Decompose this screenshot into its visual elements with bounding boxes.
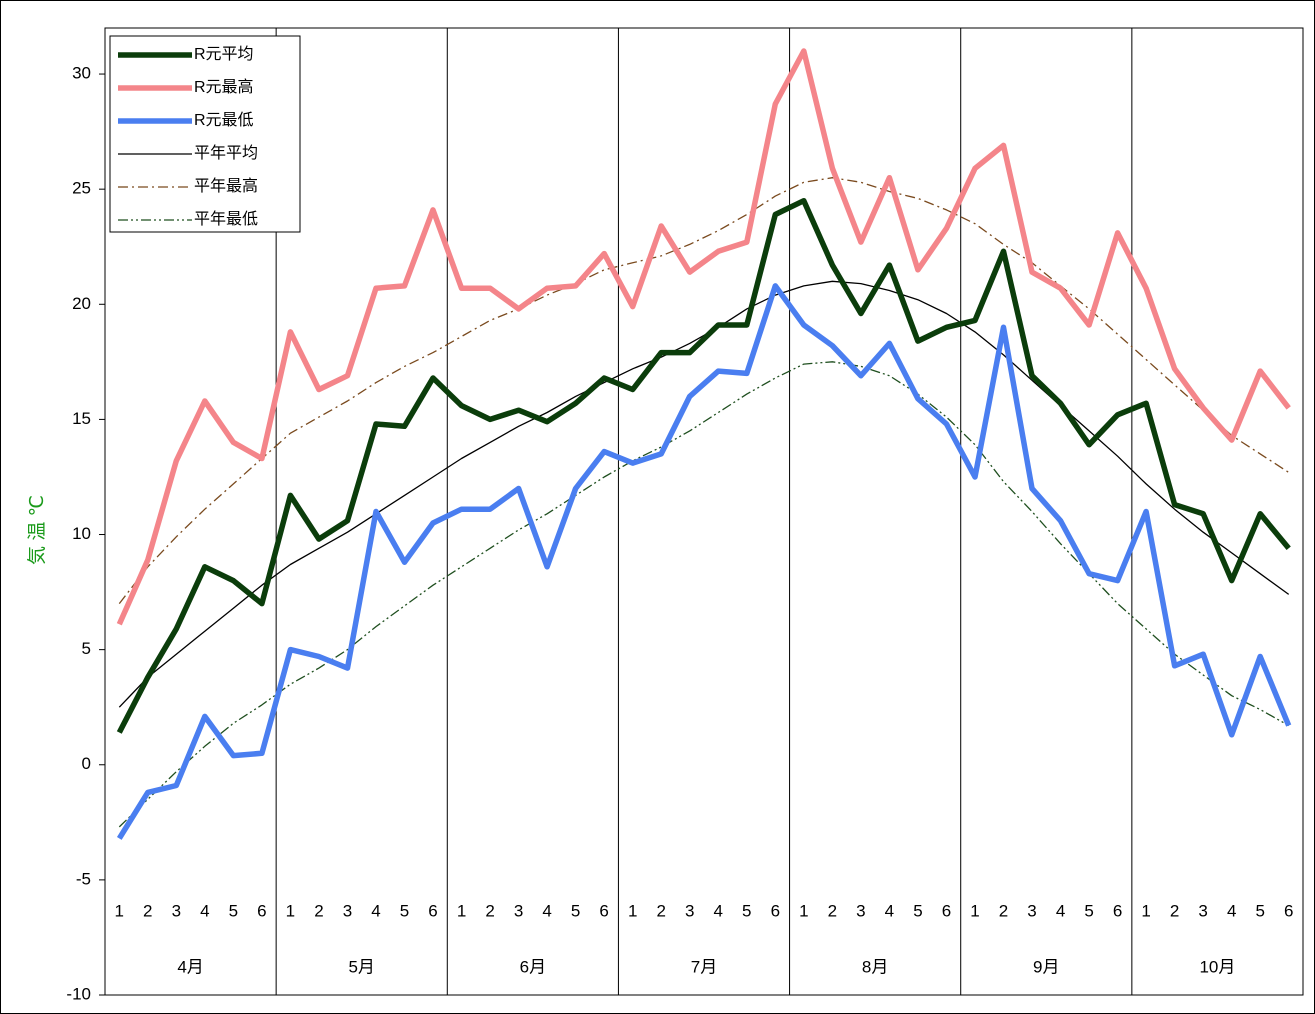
y-tick-label: 5 — [82, 639, 91, 658]
x-tick-label: 1 — [286, 901, 295, 920]
x-tick-label: 3 — [1027, 901, 1036, 920]
series-line — [116, 197, 1291, 734]
x-tick-label: 5 — [571, 901, 580, 920]
x-tick-label: 2 — [999, 901, 1008, 920]
x-tick-label: 4 — [542, 901, 551, 920]
series-line — [118, 361, 1290, 828]
x-tick-label: 2 — [143, 901, 152, 920]
x-tick-label: 5 — [229, 901, 238, 920]
y-tick-label: 10 — [72, 524, 91, 543]
month-label: 4月 — [177, 957, 203, 976]
x-tick-label: 6 — [1113, 901, 1122, 920]
y-tick-label: -10 — [66, 984, 91, 1003]
x-tick-label: 6 — [1284, 901, 1293, 920]
x-tick-label: 3 — [172, 901, 181, 920]
x-tick-label: 6 — [942, 901, 951, 920]
x-tick-label: 1 — [1141, 901, 1150, 920]
x-tick-label: 3 — [514, 901, 523, 920]
legend-label: R元最低 — [194, 111, 254, 129]
legend-label: 平年最高 — [194, 177, 258, 195]
x-tick-label: 1 — [115, 901, 124, 920]
x-tick-label: 5 — [400, 901, 409, 920]
y-tick-label: 20 — [72, 294, 91, 313]
legend-label: R元平均 — [194, 45, 254, 63]
x-tick-label: 2 — [314, 901, 323, 920]
legend — [109, 35, 301, 233]
x-tick-label: 6 — [771, 901, 780, 920]
month-label: 5月 — [348, 957, 374, 976]
x-tick-label: 1 — [457, 901, 466, 920]
x-tick-label: 1 — [628, 901, 637, 920]
x-tick-label: 3 — [856, 901, 865, 920]
x-tick-label: 4 — [885, 901, 894, 920]
x-tick-label: 4 — [714, 901, 723, 920]
y-tick-label: 15 — [72, 409, 91, 428]
month-label: 7月 — [691, 957, 717, 976]
month-label: 6月 — [520, 957, 546, 976]
x-tick-label: 4 — [1056, 901, 1065, 920]
x-tick-label: 1 — [799, 901, 808, 920]
x-tick-label: 6 — [428, 901, 437, 920]
x-tick-label: 5 — [1255, 901, 1264, 920]
x-tick-label: 6 — [599, 901, 608, 920]
month-label: 9月 — [1033, 957, 1059, 976]
series-line — [116, 48, 1291, 626]
y-tick-label: -5 — [76, 869, 91, 888]
month-label: 8月 — [862, 957, 888, 976]
plot-area — [104, 27, 1304, 996]
x-tick-label: 6 — [257, 901, 266, 920]
x-tick-label: 3 — [1198, 901, 1207, 920]
y-tick-label: 25 — [72, 179, 91, 198]
y-axis-label: 気 温 ℃ — [26, 495, 48, 565]
x-tick-label: 2 — [828, 901, 837, 920]
series-line — [116, 283, 1292, 840]
x-tick-label: 5 — [742, 901, 751, 920]
legend-label: 平年最低 — [194, 210, 258, 228]
y-tick-label: 0 — [82, 754, 91, 773]
month-label: 10月 — [1199, 957, 1235, 976]
x-tick-label: 2 — [485, 901, 494, 920]
x-tick-label: 2 — [1170, 901, 1179, 920]
x-tick-label: 5 — [913, 901, 922, 920]
legend-label: R元最高 — [194, 78, 254, 96]
x-tick-label: 3 — [343, 901, 352, 920]
x-tick-label: 1 — [970, 901, 979, 920]
legend-label: 平年平均 — [194, 144, 258, 162]
x-tick-label: 3 — [685, 901, 694, 920]
x-tick-label: 4 — [200, 901, 209, 920]
y-tick-label: 30 — [72, 64, 91, 83]
x-tick-label: 4 — [1227, 901, 1236, 920]
x-tick-label: 5 — [1084, 901, 1093, 920]
x-tick-label: 2 — [656, 901, 665, 920]
x-tick-label: 4 — [371, 901, 380, 920]
